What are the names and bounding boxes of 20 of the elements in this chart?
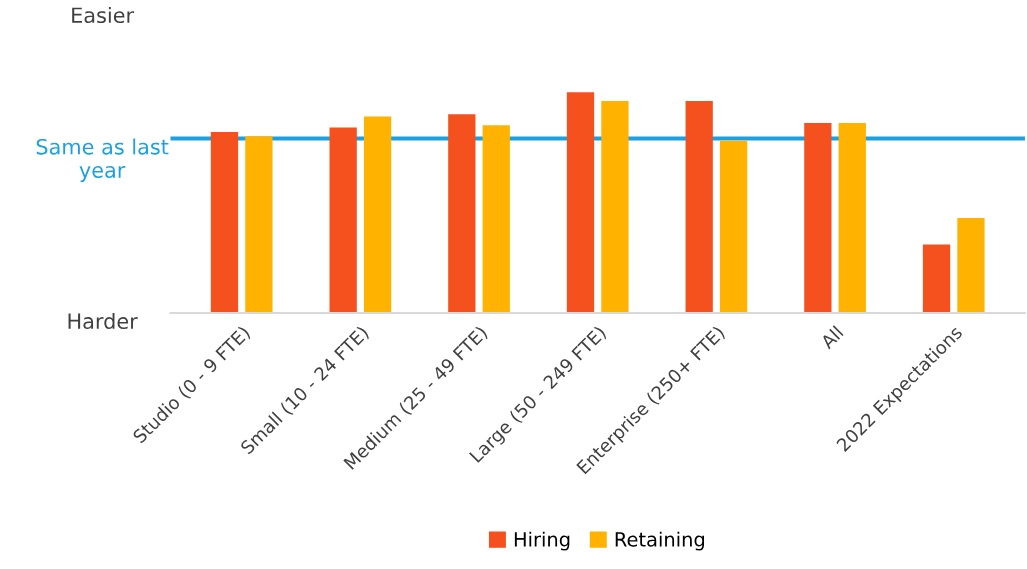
bar [601,100,629,313]
bar [719,140,748,313]
legend-label: Retaining [615,531,705,551]
bar [482,125,510,313]
bar [245,136,273,313]
x-tick-label: All [819,325,844,350]
bar [957,218,985,313]
bar [922,244,951,313]
bar [329,127,357,313]
bar [448,114,476,313]
bar [210,131,239,313]
bar [804,123,832,313]
text: Easier [72,6,135,24]
bar [566,92,595,313]
bar [363,116,392,313]
bar [685,100,713,313]
ref-line-label: Same as last year [36,138,169,182]
legend-label: Hiring [514,531,570,551]
text: Harder [68,312,138,330]
bar [838,123,866,313]
